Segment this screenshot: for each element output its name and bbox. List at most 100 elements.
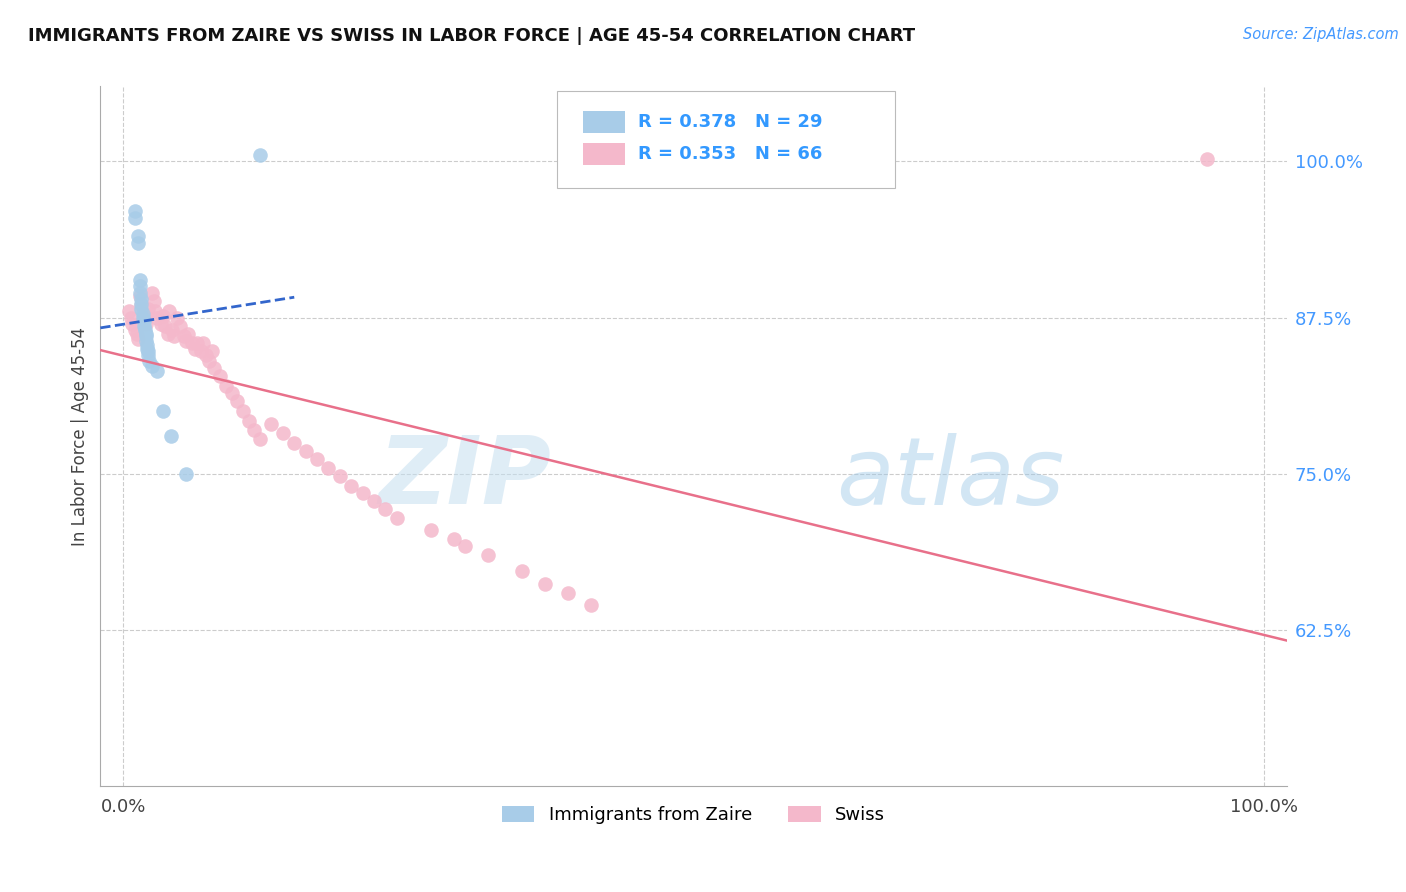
Point: [127, 332, 149, 346]
Point: [249, 432, 271, 446]
Point: [454, 540, 477, 554]
Point: [135, 329, 157, 343]
Point: [160, 323, 183, 337]
FancyBboxPatch shape: [557, 91, 896, 188]
Point: [118, 304, 141, 318]
Point: [177, 326, 200, 341]
Point: [127, 229, 149, 244]
Point: [271, 425, 294, 440]
Point: [131, 301, 153, 316]
Point: [127, 235, 149, 250]
Point: [190, 344, 212, 359]
Point: [134, 310, 156, 325]
Point: [512, 565, 534, 579]
Point: [163, 329, 186, 343]
Point: [221, 385, 243, 400]
Point: [363, 494, 385, 508]
Point: [124, 211, 146, 225]
Point: [152, 310, 174, 324]
Text: R = 0.353   N = 66: R = 0.353 N = 66: [638, 145, 823, 163]
Legend: Immigrants from Zaire, Swiss: Immigrants from Zaire, Swiss: [492, 797, 894, 833]
Point: [318, 460, 340, 475]
Point: [340, 479, 363, 493]
Point: [534, 577, 557, 591]
Text: Source: ZipAtlas.com: Source: ZipAtlas.com: [1243, 27, 1399, 42]
Point: [124, 204, 146, 219]
Point: [174, 334, 197, 349]
Bar: [583, 111, 624, 133]
Point: [135, 326, 157, 341]
Point: [149, 317, 172, 331]
Text: IMMIGRANTS FROM ZAIRE VS SWISS IN LABOR FORCE | AGE 45-54 CORRELATION CHART: IMMIGRANTS FROM ZAIRE VS SWISS IN LABOR …: [28, 27, 915, 45]
Point: [120, 310, 142, 325]
Point: [579, 598, 602, 612]
Point: [156, 326, 179, 341]
Text: ZIP: ZIP: [378, 433, 551, 524]
Point: [174, 467, 197, 481]
Point: [443, 532, 465, 546]
Point: [173, 329, 195, 343]
Point: [307, 451, 329, 466]
Point: [374, 502, 396, 516]
Point: [166, 310, 188, 325]
Point: [157, 304, 180, 318]
Point: [385, 510, 408, 524]
Point: [232, 404, 254, 418]
Text: R = 0.378   N = 29: R = 0.378 N = 29: [638, 113, 823, 131]
Point: [131, 297, 153, 311]
Point: [138, 354, 160, 368]
Point: [136, 348, 159, 362]
Point: [294, 444, 316, 458]
Point: [155, 319, 177, 334]
Point: [136, 301, 159, 316]
Point: [209, 369, 232, 384]
Point: [202, 360, 225, 375]
Point: [141, 359, 163, 374]
Point: [135, 334, 157, 349]
Point: [184, 342, 207, 356]
Point: [146, 310, 169, 325]
Point: [197, 354, 219, 368]
Point: [283, 435, 305, 450]
Point: [186, 335, 208, 350]
Point: [249, 148, 271, 162]
Point: [146, 364, 169, 378]
Point: [152, 404, 174, 418]
Point: [557, 585, 579, 599]
Point: [132, 314, 155, 328]
Point: [195, 348, 218, 362]
Point: [1195, 152, 1218, 166]
Point: [352, 485, 374, 500]
Point: [169, 319, 191, 334]
Point: [160, 429, 183, 443]
Point: [132, 319, 155, 334]
Point: [420, 523, 443, 537]
Point: [134, 323, 156, 337]
Point: [129, 273, 152, 287]
Point: [477, 548, 499, 562]
Point: [243, 423, 266, 437]
Point: [131, 298, 153, 312]
Point: [238, 414, 260, 428]
Point: [132, 307, 155, 321]
Point: [124, 323, 146, 337]
Point: [191, 335, 214, 350]
Point: [136, 342, 159, 356]
Point: [129, 289, 152, 303]
Point: [141, 285, 163, 300]
Point: [260, 417, 283, 431]
Point: [329, 469, 352, 483]
Point: [136, 338, 159, 352]
Point: [131, 310, 153, 325]
Point: [135, 317, 157, 331]
Point: [131, 307, 153, 321]
Point: [125, 326, 148, 341]
Point: [121, 317, 143, 331]
Y-axis label: In Labor Force | Age 45-54: In Labor Force | Age 45-54: [72, 327, 89, 546]
Point: [226, 394, 249, 409]
Point: [129, 285, 152, 300]
Point: [143, 294, 166, 309]
Point: [129, 279, 152, 293]
Point: [143, 304, 166, 318]
Point: [215, 379, 238, 393]
